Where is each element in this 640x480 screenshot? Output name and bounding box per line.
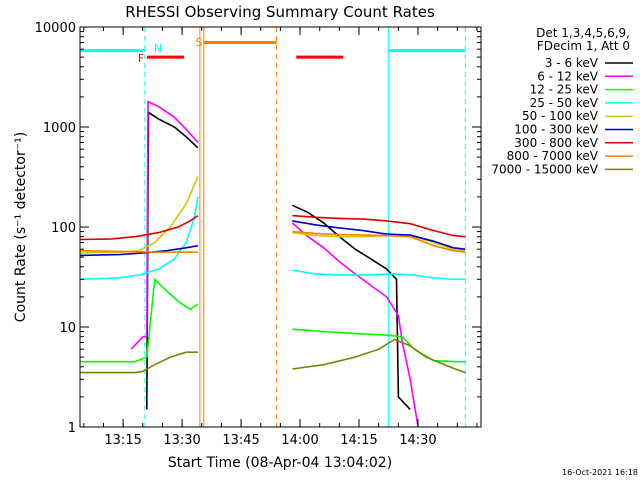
legend-label: 100 - 300 keV (514, 123, 598, 137)
x-tick-label: 13:15 (104, 433, 141, 448)
series-line-2 (292, 328, 466, 363)
series-line-1 (291, 222, 419, 428)
series-line-8 (292, 338, 466, 374)
series-line-1 (130, 100, 199, 350)
x-axis-label: Start Time (08-Apr-04 13:04:02) (168, 455, 392, 471)
flag-letter-N: N (154, 42, 162, 55)
x-axis-ticks: 13:15 13:30 13:45 14:00 14:15 14:30 (83, 27, 478, 448)
series-line-3 (79, 196, 199, 281)
x-tick-label: 13:30 (163, 433, 200, 448)
flag-bars (80, 40, 466, 59)
flag-letter-F: F (138, 52, 144, 65)
legend-label: 12 - 25 keV (530, 83, 599, 97)
legend-label: 25 - 50 keV (530, 96, 599, 110)
legend: Det 1,3,4,5,6,9,FDecim 1, Att 0 3 - 6 keV… (491, 26, 633, 176)
x-tick-label: 14:30 (399, 433, 436, 448)
x-tick-label: 14:00 (281, 433, 318, 448)
series-line-6 (292, 214, 466, 238)
legend-label: 3 - 6 keV (545, 56, 599, 70)
legend-label: 50 - 100 keV (522, 109, 599, 123)
legend-label: 800 - 7000 keV (507, 149, 599, 163)
series-lines (79, 100, 466, 428)
y-axis-ticks: 1 10 100 1000 10000 (35, 21, 481, 436)
series-line-6 (79, 214, 199, 241)
y-tick-label: 1000 (43, 121, 76, 136)
x-tick-label: 14:15 (340, 433, 377, 448)
flag-letter-S: S (196, 36, 203, 49)
legend-header-line: Det 1,3,4,5,6,9, (536, 26, 630, 40)
y-tick-label: 10 (59, 321, 76, 336)
footer-timestamp: 16-Oct-2021 16:18 (562, 468, 638, 477)
y-tick-label: 10000 (35, 21, 76, 36)
legend-label: 6 - 12 keV (537, 69, 599, 83)
y-axis-label: Count Rate (s⁻¹ detector⁻¹) (13, 132, 29, 322)
series-line-7 (292, 230, 466, 253)
series-line-3 (292, 269, 466, 281)
y-tick-label: 100 (51, 221, 76, 236)
y-tick-label: 1 (68, 421, 76, 436)
series-line-2 (80, 277, 199, 363)
legend-label: 7000 - 15000 keV (491, 162, 598, 176)
series-line-5 (292, 220, 466, 250)
chart-title: RHESSI Observing Summary Count Rates (125, 3, 435, 21)
x-tick-label: 13:45 (222, 433, 259, 448)
series-line-7 (79, 249, 198, 253)
flag-labels: NF S (138, 36, 203, 65)
legend-header-line: FDecim 1, Att 0 (537, 39, 630, 53)
legend-label: 300 - 800 keV (514, 136, 598, 150)
series-line-8 (80, 351, 198, 374)
